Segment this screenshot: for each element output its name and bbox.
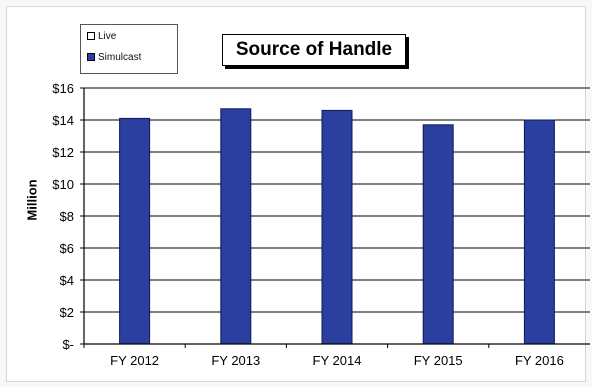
legend-label-simulcast: Simulcast — [98, 51, 142, 63]
chart-title: Source of Handle — [222, 34, 406, 66]
bars — [119, 108, 555, 345]
bar-simulcast — [321, 109, 353, 345]
y-tick-label: $8 — [60, 209, 74, 224]
x-tick-label: FY 2016 — [515, 353, 564, 368]
x-axis-ticks: FY 2012 FY 2013 FY 2014 FY 2015 FY 2016 — [83, 344, 564, 368]
x-tick-label: FY 2013 — [211, 353, 260, 368]
x-tick-label: FY 2015 — [414, 353, 463, 368]
legend-label-live: Live — [98, 30, 117, 42]
y-tick-label: $- — [62, 337, 74, 352]
y-tick-label: $12 — [52, 145, 74, 160]
y-tick-label: $6 — [60, 241, 74, 256]
bar-simulcast — [220, 108, 252, 345]
y-tick-label: $2 — [60, 305, 74, 320]
bar-simulcast — [422, 124, 454, 345]
axes — [83, 88, 590, 345]
legend-item-live: Live — [87, 30, 116, 42]
y-axis-label: Million — [24, 179, 40, 221]
x-tick-label: FY 2012 — [110, 353, 159, 368]
bar-simulcast — [523, 119, 555, 345]
y-tick-label: $10 — [52, 177, 74, 192]
legend-swatch-live — [87, 32, 95, 40]
y-tick-label: $14 — [52, 113, 74, 128]
y-axis-ticks: $- $2 $4 $6 $8 $10 $12 $14 $16 — [52, 81, 74, 352]
x-tick-label: FY 2014 — [313, 353, 362, 368]
y-tick-label: $4 — [60, 273, 74, 288]
legend: Live Simulcast — [80, 24, 178, 74]
legend-item-simulcast: Simulcast — [87, 51, 141, 63]
bar-simulcast — [119, 117, 151, 345]
legend-swatch-simulcast — [87, 53, 95, 61]
chart-title-text: Source of Handle — [235, 39, 393, 60]
y-tick-label: $16 — [52, 81, 74, 96]
